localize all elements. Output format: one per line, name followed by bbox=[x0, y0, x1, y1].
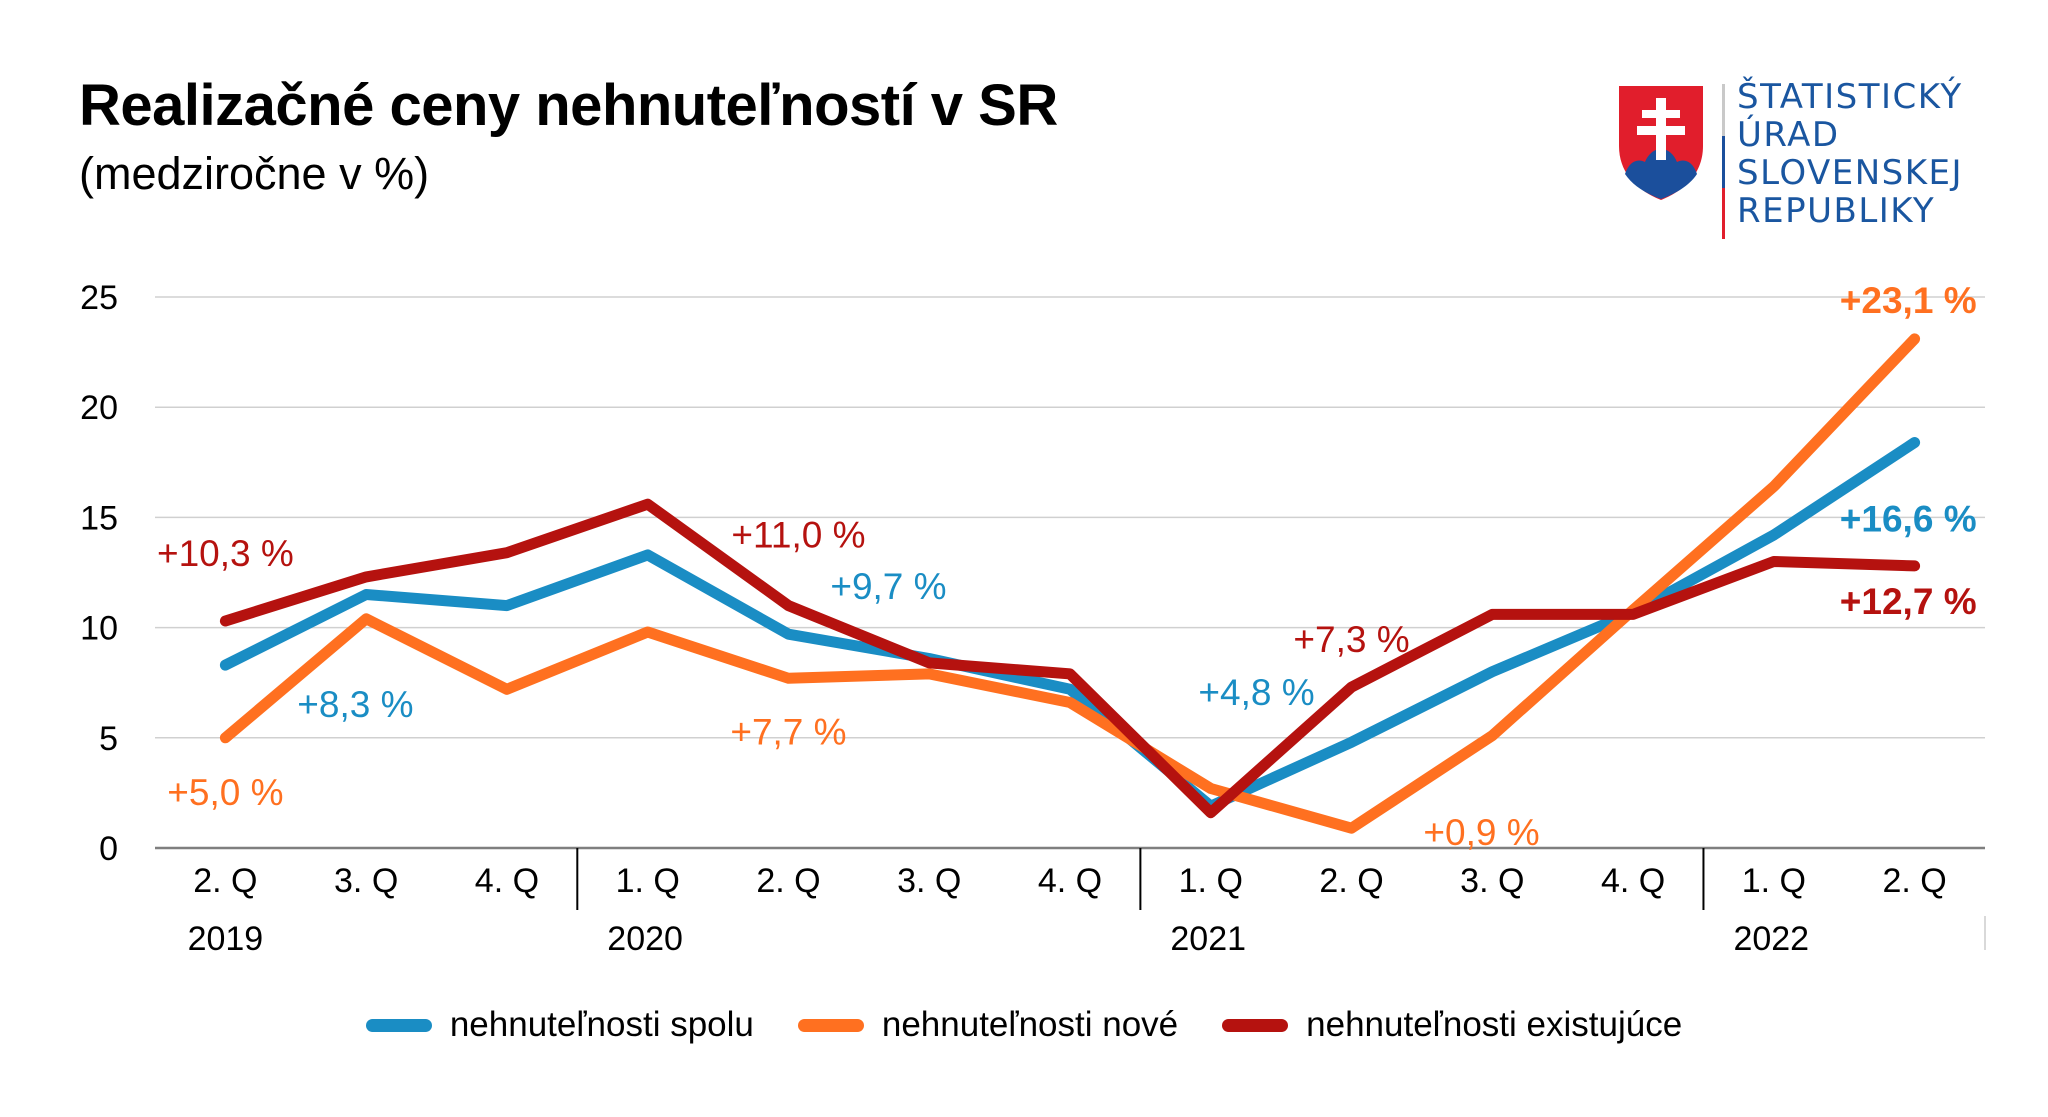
data-label: +7,3 % bbox=[1293, 619, 1409, 660]
x-tick-label: 2. Q bbox=[1319, 862, 1383, 900]
series-layer bbox=[219, 333, 1921, 834]
year-label: 2019 bbox=[188, 920, 264, 958]
chart-subtitle: (medziročne v %) bbox=[79, 148, 430, 199]
y-tick-label: 25 bbox=[80, 279, 118, 317]
x-tick-label: 1. Q bbox=[616, 862, 680, 900]
data-label: +4,8 % bbox=[1198, 672, 1314, 713]
data-label: +12,7 % bbox=[1840, 581, 1977, 622]
year-label: 2022 bbox=[1733, 920, 1809, 958]
x-tick-label: 3. Q bbox=[897, 862, 961, 900]
logo-line: ŠTATISTICKÝ bbox=[1737, 77, 1963, 117]
x-tick-label: 2. Q bbox=[756, 862, 820, 900]
x-tick-label: 4. Q bbox=[1601, 862, 1665, 900]
y-tick-label: 20 bbox=[80, 389, 118, 427]
annotation-layer: +10,3 % +8,3 % +5,0 % +11,0 % +9,7 % +7,7 % +7… bbox=[157, 280, 1977, 853]
legend-item-existujuce: nehnuteľnosti existujúce bbox=[1222, 1005, 1682, 1045]
logo-line: ÚRAD bbox=[1737, 115, 1840, 155]
logo-divider bbox=[1722, 84, 1725, 239]
y-tick-label: 10 bbox=[80, 610, 118, 648]
line-chart: 0 5 10 15 20 25 2. Q 3. Q 4. Q 1. Q 2. Q 3. Q 4. Q 1.… bbox=[80, 279, 1986, 958]
series-line bbox=[219, 333, 1921, 834]
data-label: +5,0 % bbox=[167, 772, 283, 813]
logo-text: ŠTATISTICKÝ ÚRAD SLOVENSKEJ REPUBLIKY bbox=[1737, 78, 1963, 230]
x-tick-label: 1. Q bbox=[1179, 862, 1243, 900]
year-label: 2021 bbox=[1170, 920, 1246, 958]
slovak-coat-of-arms-icon bbox=[1619, 86, 1703, 200]
x-tick-label: 1. Q bbox=[1742, 862, 1806, 900]
x-tick-label: 2. Q bbox=[1882, 862, 1946, 900]
y-tick-label: 5 bbox=[99, 720, 118, 758]
legend-swatch bbox=[797, 1018, 864, 1032]
series-line bbox=[219, 498, 1921, 819]
year-label: 2020 bbox=[607, 920, 683, 958]
x-tick-label: 3. Q bbox=[334, 862, 398, 900]
logo-line: REPUBLIKY bbox=[1737, 191, 1936, 231]
logo-line: SLOVENSKEJ bbox=[1737, 153, 1964, 193]
data-label: +11,0 % bbox=[731, 515, 865, 556]
legend: nehnuteľnosti spolu nehnuteľnosti nové n… bbox=[0, 1005, 2048, 1045]
y-tick-label: 0 bbox=[99, 830, 118, 868]
grid-layer bbox=[155, 296, 1985, 739]
x-tick-label: 4. Q bbox=[475, 862, 539, 900]
x-tick-label: 2. Q bbox=[193, 862, 257, 900]
legend-label: nehnuteľnosti spolu bbox=[449, 1005, 754, 1044]
data-label: +23,1 % bbox=[1840, 280, 1977, 321]
data-label: +9,7 % bbox=[830, 566, 946, 607]
legend-swatch bbox=[365, 1018, 432, 1032]
data-label: +10,3 % bbox=[157, 533, 294, 574]
data-label: +16,6 % bbox=[1840, 498, 1977, 539]
legend-label: nehnuteľnosti nové bbox=[881, 1005, 1179, 1044]
legend-label: nehnuteľnosti existujúce bbox=[1306, 1005, 1683, 1044]
data-label: +0,9 % bbox=[1423, 812, 1539, 853]
data-label: +8,3 % bbox=[297, 684, 413, 725]
legend-item-spolu: nehnuteľnosti spolu bbox=[365, 1005, 754, 1045]
legend-swatch bbox=[1222, 1018, 1289, 1032]
data-label: +7,7 % bbox=[730, 711, 846, 752]
x-tick-label: 4. Q bbox=[1038, 862, 1102, 900]
chart-title: Realizačné ceny nehnuteľností v SR bbox=[79, 73, 1058, 138]
x-tick-label: 3. Q bbox=[1460, 862, 1524, 900]
y-tick-label: 15 bbox=[80, 499, 118, 537]
axis-layer: 0 5 10 15 20 25 2. Q 3. Q 4. Q 1. Q 2. Q 3. Q 4. Q 1.… bbox=[80, 279, 1986, 958]
series-line bbox=[219, 437, 1921, 812]
legend-item-nove: nehnuteľnosti nové bbox=[797, 1005, 1179, 1045]
statistical-office-logo: ŠTATISTICKÝ ÚRAD SLOVENSKEJ REPUBLIKY bbox=[1615, 78, 2015, 248]
